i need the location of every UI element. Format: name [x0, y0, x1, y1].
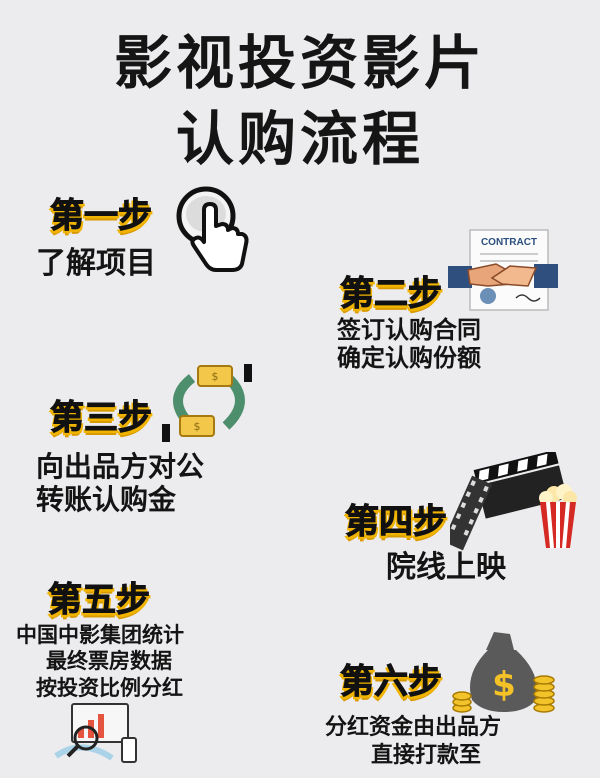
page-title-line2: 认购流程 [175, 105, 424, 173]
step-5-label: 第五步 [48, 580, 151, 621]
step-3-label: 第三步 [50, 398, 153, 439]
step-5-line-2: 最终票房数据 [46, 649, 172, 674]
step-3-line-2: 转账认购金 [36, 483, 177, 517]
step-3-description: 向出品方对公 转账认购金 [36, 450, 204, 516]
step-5-description: 中国中影集团统计 最终票房数据 按投资比例分红 [16, 622, 184, 701]
step-2-line-1: 签订认购合同 [337, 316, 481, 344]
step-6-line-2: 直接打款至 [371, 742, 482, 768]
step-3-line-1: 向出品方对公 [36, 450, 205, 483]
step-4-line-1: 院线上映 [386, 550, 506, 585]
contract-handshake-icon: CONTRACT [448, 226, 558, 314]
page-title-line1: 影视投资影片 [113, 29, 486, 97]
step-6-line-1: 分红资金由出品方 [325, 715, 502, 740]
step-1-line-1: 了解项目 [36, 246, 156, 281]
money-transfer-icon: $ $ [162, 360, 256, 442]
step-4-description: 院线上映 [386, 550, 506, 585]
step-1-label: 第一步 [50, 196, 153, 237]
step-1-description: 了解项目 [36, 246, 156, 281]
step-2-label: 第二步 [340, 274, 443, 315]
contract-heading: CONTRACT [481, 237, 537, 248]
data-analysis-icon [52, 698, 144, 768]
svg-text:$: $ [212, 370, 219, 383]
magnifier-hand-icon [170, 184, 252, 276]
svg-text:$: $ [194, 420, 201, 433]
step-6-label: 第六步 [340, 662, 443, 703]
film-popcorn-icon [442, 449, 580, 552]
step-5-line-3: 按投资比例分红 [36, 675, 183, 700]
svg-text:$: $ [492, 665, 516, 705]
step-5-line-1: 中国中影集团统计 [16, 623, 184, 647]
step-4-label: 第四步 [345, 502, 448, 543]
step-2-description: 签订认购合同 确定认购份额 [337, 316, 481, 373]
step-6-description: 分红资金由出品方 直接打款至 [325, 714, 501, 769]
money-bag-icon: $ [452, 628, 556, 714]
step-2-line-2: 确定认购份额 [337, 344, 481, 373]
